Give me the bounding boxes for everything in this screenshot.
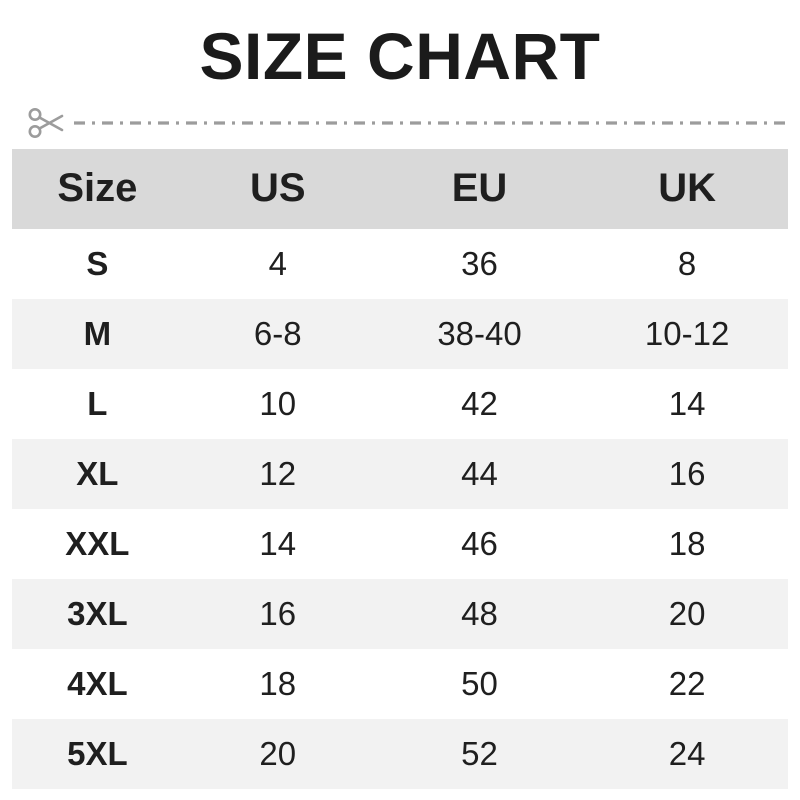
column-header-eu: EU (451, 166, 508, 211)
table-row: M 6-8 38-40 10-12 (12, 298, 788, 369)
size-label-cell: XXL (65, 524, 130, 562)
size-label-cell: 3XL (67, 594, 128, 632)
us-value-cell: 6-8 (253, 314, 302, 352)
uk-value-cell: 16 (668, 454, 706, 492)
us-value-cell: 18 (259, 664, 297, 702)
table-row: 4XL 18 50 22 (12, 648, 788, 719)
table-row: XL 12 44 16 (12, 438, 788, 509)
column-header-us: US (249, 166, 306, 211)
table-header-row: Size US EU UK (12, 148, 788, 229)
uk-value-cell: 18 (668, 524, 706, 562)
uk-value-cell: 20 (668, 594, 706, 632)
size-label-cell: L (87, 384, 108, 422)
us-value-cell: 4 (268, 244, 287, 282)
eu-value-cell: 48 (461, 594, 498, 632)
size-label-cell: M (83, 314, 112, 352)
uk-value-cell: 22 (668, 664, 706, 702)
page-title: SIZE CHART (199, 19, 601, 93)
us-value-cell: 12 (259, 454, 297, 492)
uk-value-cell: 10-12 (644, 314, 730, 352)
eu-value-cell: 46 (461, 524, 498, 562)
size-label-cell: XL (76, 454, 119, 492)
us-value-cell: 16 (259, 594, 297, 632)
column-header-uk: UK (658, 166, 716, 211)
size-chart-table: Size US EU UK S 4 36 8 M 6-8 38-40 10-12… (12, 148, 788, 789)
eu-value-cell: 36 (461, 244, 498, 282)
eu-value-cell: 50 (461, 664, 498, 702)
size-label-cell: 5XL (67, 734, 128, 772)
table-row: 3XL 16 48 20 (12, 578, 788, 649)
table-row: S 4 36 8 (12, 228, 788, 299)
table-row: L 10 42 14 (12, 368, 788, 439)
us-value-cell: 10 (259, 384, 297, 422)
column-header-size: Size (57, 166, 138, 211)
size-label-cell: S (86, 244, 109, 282)
us-value-cell: 14 (259, 524, 297, 562)
uk-value-cell: 8 (677, 244, 697, 282)
eu-value-cell: 44 (461, 454, 498, 492)
cut-here-line (28, 105, 788, 141)
uk-value-cell: 24 (668, 734, 706, 772)
cut-dash-line (74, 120, 788, 125)
size-label-cell: 4XL (67, 664, 128, 702)
uk-value-cell: 14 (668, 384, 706, 422)
us-value-cell: 20 (259, 734, 297, 772)
eu-value-cell: 52 (461, 734, 498, 772)
table-row: 5XL 20 52 24 (12, 718, 788, 789)
eu-value-cell: 38-40 (437, 314, 522, 352)
table-row: XXL 14 46 18 (12, 508, 788, 579)
eu-value-cell: 42 (461, 384, 498, 422)
scissors-icon (28, 107, 64, 138)
